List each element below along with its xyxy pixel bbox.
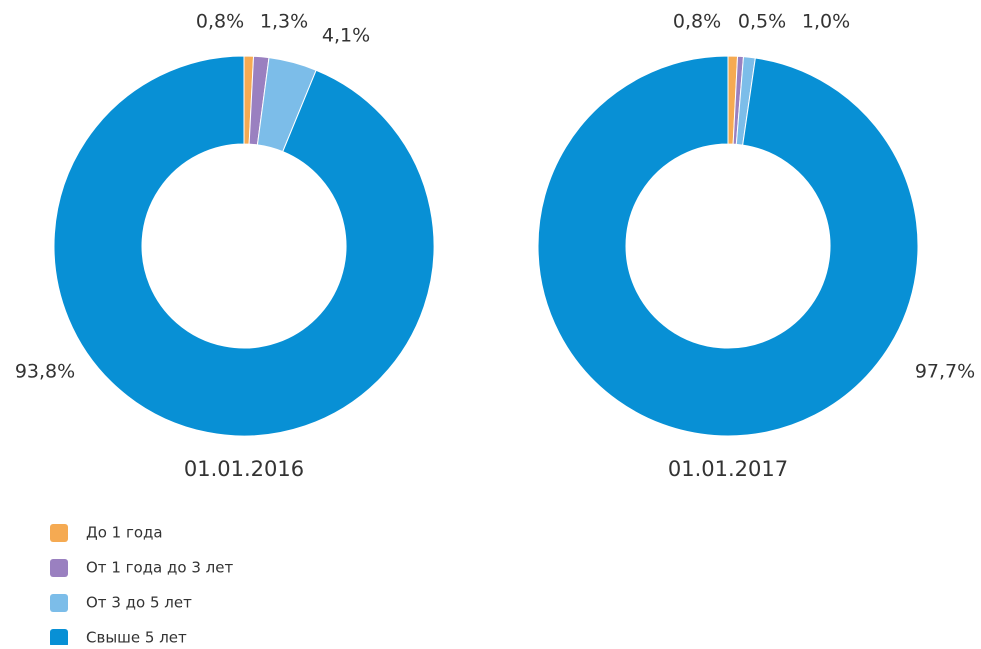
legend-swatch bbox=[50, 629, 68, 647]
chart-title: 01.01.2016 bbox=[184, 457, 304, 481]
legend-swatch bbox=[50, 524, 68, 542]
donut-slice bbox=[537, 55, 919, 437]
legend-swatch bbox=[50, 559, 68, 577]
data-label: 1,0% bbox=[802, 11, 850, 33]
chart-title: 01.01.2017 bbox=[668, 457, 788, 481]
legend-swatch bbox=[50, 594, 68, 612]
data-label: 93,8% bbox=[15, 361, 75, 383]
data-label: 1,3% bbox=[260, 11, 308, 33]
legend-label: Свыше 5 лет bbox=[86, 629, 187, 646]
data-label: 4,1% bbox=[322, 25, 370, 47]
data-label: 0,8% bbox=[673, 11, 721, 33]
data-label: 0,8% bbox=[196, 11, 244, 33]
legend-label: От 3 до 5 лет bbox=[86, 594, 192, 612]
donut-slice bbox=[53, 55, 435, 437]
legend-label: До 1 года bbox=[86, 524, 163, 542]
data-label: 0,5% bbox=[738, 11, 786, 33]
data-label: 97,7% bbox=[915, 361, 975, 383]
legend-label: От 1 года до 3 лет bbox=[86, 559, 233, 577]
